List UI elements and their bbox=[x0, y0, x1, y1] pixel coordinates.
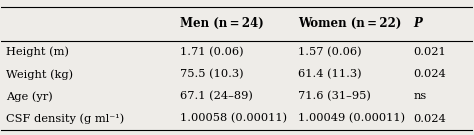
Text: 61.4 (11.3): 61.4 (11.3) bbox=[298, 69, 362, 79]
Text: CSF density (g ml⁻¹): CSF density (g ml⁻¹) bbox=[6, 113, 124, 124]
Text: 0.021: 0.021 bbox=[414, 47, 447, 57]
Text: 1.71 (0.06): 1.71 (0.06) bbox=[181, 47, 244, 57]
Text: 0.024: 0.024 bbox=[414, 114, 447, 124]
Text: P: P bbox=[414, 17, 423, 30]
Text: 1.00049 (0.00011): 1.00049 (0.00011) bbox=[298, 113, 405, 124]
Text: Age (yr): Age (yr) bbox=[6, 91, 53, 102]
Text: Women (n = 22): Women (n = 22) bbox=[298, 17, 401, 30]
Text: 67.1 (24–89): 67.1 (24–89) bbox=[181, 91, 253, 102]
Text: Height (m): Height (m) bbox=[6, 47, 69, 57]
Text: 1.57 (0.06): 1.57 (0.06) bbox=[298, 47, 362, 57]
Text: 75.5 (10.3): 75.5 (10.3) bbox=[181, 69, 244, 79]
Text: 0.024: 0.024 bbox=[414, 69, 447, 79]
Text: Men (n = 24): Men (n = 24) bbox=[181, 17, 264, 30]
Text: 71.6 (31–95): 71.6 (31–95) bbox=[298, 91, 371, 102]
Text: 1.00058 (0.00011): 1.00058 (0.00011) bbox=[181, 113, 288, 124]
Text: ns: ns bbox=[414, 91, 427, 101]
Text: Weight (kg): Weight (kg) bbox=[6, 69, 73, 80]
